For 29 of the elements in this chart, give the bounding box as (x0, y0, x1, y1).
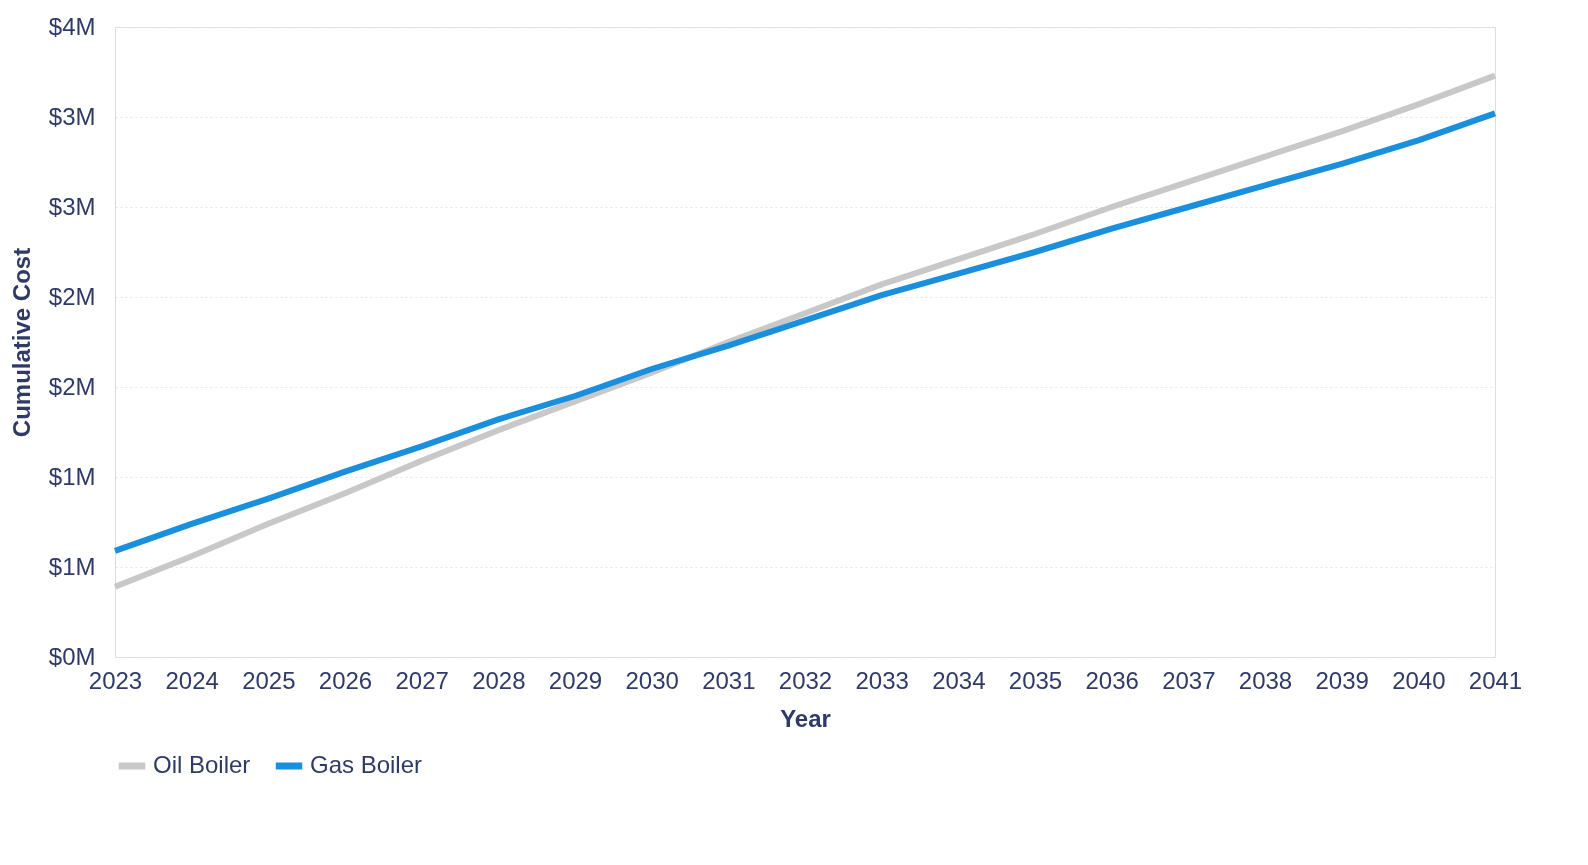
x-tick-label: 2033 (855, 666, 909, 694)
y-tick-label: $2M (48, 372, 96, 400)
x-tick-label: 2036 (1085, 666, 1139, 694)
x-tick-label: 2039 (1315, 666, 1369, 694)
y-axis-title: Cumulative Cost (7, 247, 35, 438)
x-tick-label: 2038 (1238, 666, 1293, 694)
y-tick-label: $1M (48, 462, 96, 490)
legend-label: Oil Boiler (153, 751, 251, 778)
x-tick-label: 2029 (548, 666, 603, 694)
x-tick-label: 2034 (932, 666, 986, 694)
x-tick-label: 2027 (395, 666, 449, 694)
y-tick-label: $3M (48, 102, 96, 130)
x-tick-label: 2030 (625, 666, 679, 694)
x-tick-label: 2035 (1008, 666, 1063, 694)
x-tick-label: 2041 (1468, 666, 1523, 694)
y-tick-label: $1M (48, 552, 96, 580)
x-tick-label: 2026 (318, 666, 373, 694)
y-tick-label: $3M (48, 192, 96, 220)
x-tick-label: 2037 (1162, 666, 1216, 694)
x-tick-label: 2040 (1392, 666, 1446, 694)
x-axis-title: Year (780, 704, 831, 732)
x-tick-label: 2031 (702, 666, 756, 694)
x-tick-label: 2028 (472, 666, 526, 694)
y-tick-label: $2M (48, 282, 96, 310)
y-tick-label: $4M (48, 12, 96, 40)
legend-label: Gas Boiler (310, 751, 423, 778)
x-tick-label: 2024 (165, 666, 219, 694)
x-tick-label: 2032 (778, 666, 833, 694)
x-tick-label: 2025 (242, 666, 296, 694)
